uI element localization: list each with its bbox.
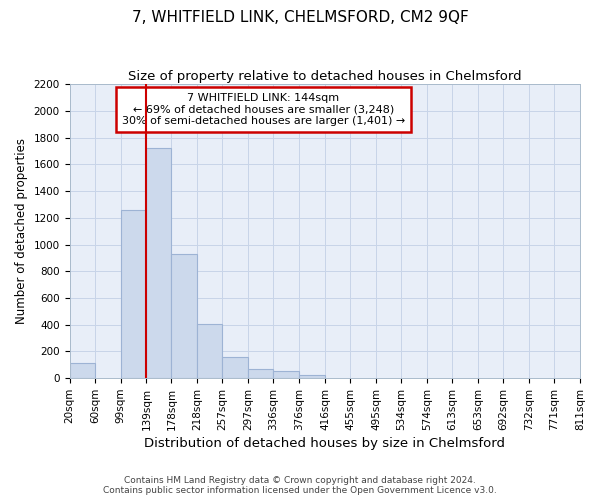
Y-axis label: Number of detached properties: Number of detached properties: [15, 138, 28, 324]
Bar: [121, 210, 146, 378]
Bar: [299, 375, 325, 378]
Bar: [146, 148, 172, 378]
Title: Size of property relative to detached houses in Chelmsford: Size of property relative to detached ho…: [128, 70, 521, 83]
Text: 7, WHITFIELD LINK, CHELMSFORD, CM2 9QF: 7, WHITFIELD LINK, CHELMSFORD, CM2 9QF: [131, 10, 469, 25]
X-axis label: Distribution of detached houses by size in Chelmsford: Distribution of detached houses by size …: [144, 437, 505, 450]
Bar: [197, 324, 223, 378]
Bar: [223, 358, 248, 378]
Bar: [248, 369, 274, 378]
Text: Contains HM Land Registry data © Crown copyright and database right 2024.
Contai: Contains HM Land Registry data © Crown c…: [103, 476, 497, 495]
Text: 7 WHITFIELD LINK: 144sqm
← 69% of detached houses are smaller (3,248)
30% of sem: 7 WHITFIELD LINK: 144sqm ← 69% of detach…: [122, 93, 405, 126]
Bar: [172, 254, 197, 378]
Bar: [70, 363, 95, 378]
Bar: [274, 371, 299, 378]
